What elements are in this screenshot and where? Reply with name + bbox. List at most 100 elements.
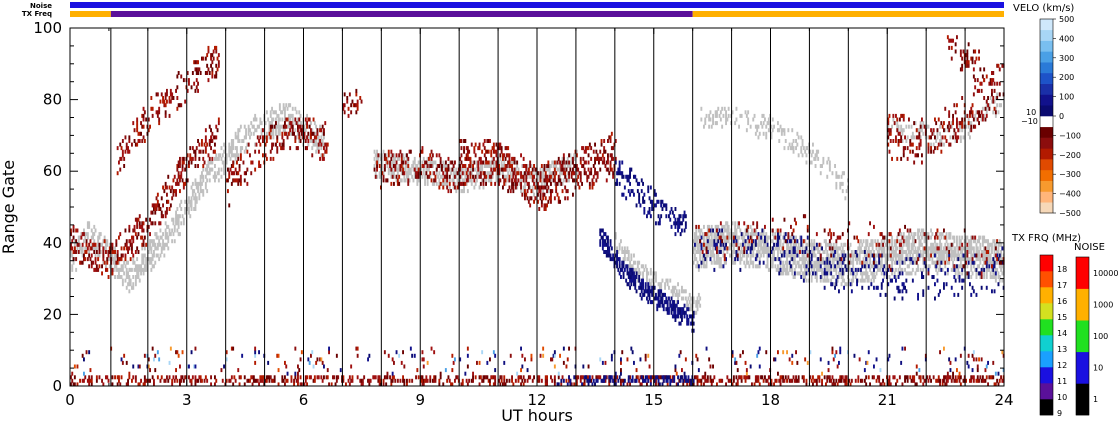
data-cell (941, 257, 944, 262)
data-cell (223, 171, 225, 176)
data-cell (312, 139, 315, 143)
data-cell (120, 267, 123, 272)
data-cell (747, 253, 750, 258)
data-cell (191, 146, 194, 151)
data-cell (487, 178, 490, 183)
data-cell (888, 242, 891, 247)
data-cell (256, 135, 259, 140)
data-cell (163, 253, 166, 258)
data-cell (102, 239, 105, 244)
data-cell (731, 242, 734, 247)
data-cell (687, 318, 690, 322)
data-cell (747, 117, 750, 122)
data-cell (381, 153, 384, 158)
data-cell (465, 178, 468, 183)
data-cell (376, 167, 378, 172)
data-cell (734, 257, 737, 262)
data-cell (802, 257, 805, 262)
data-cell (396, 178, 399, 183)
data-cell (697, 246, 700, 251)
data-cell (744, 228, 747, 233)
data-cell (238, 164, 241, 168)
data-cell (767, 250, 770, 254)
data-cell (710, 239, 713, 244)
data-cell (918, 239, 921, 244)
data-cell (444, 174, 447, 179)
data-cell (866, 242, 869, 247)
data-cell (970, 246, 973, 251)
data-cell (511, 164, 513, 168)
data-cell (618, 164, 621, 168)
data-cell (383, 164, 386, 168)
data-cell (395, 167, 398, 172)
data-cell (444, 178, 447, 183)
data-cell (128, 135, 131, 140)
data-cell (123, 164, 126, 168)
data-cell (254, 142, 257, 147)
data-cell (444, 181, 447, 186)
data-cell (217, 63, 220, 68)
data-cell (560, 167, 563, 172)
data-cell (491, 160, 494, 165)
data-cell (644, 285, 647, 290)
data-cell (598, 156, 600, 161)
data-cell (186, 178, 189, 183)
data-cell (176, 207, 179, 211)
data-cell (548, 178, 551, 183)
data-cell (214, 156, 216, 161)
data-cell (839, 185, 842, 190)
data-cell (914, 257, 917, 262)
data-cell (435, 171, 438, 176)
data-cell (546, 189, 548, 194)
data-cell (932, 131, 935, 136)
data-cell (306, 124, 308, 129)
data-cell (865, 260, 868, 265)
data-cell (143, 235, 146, 240)
data-cell (861, 278, 864, 283)
data-cell (189, 199, 192, 204)
data-cell (806, 146, 809, 151)
data-cell (83, 257, 85, 262)
data-cell (898, 246, 901, 251)
data-cell (373, 167, 376, 172)
data-cell (940, 139, 943, 143)
data-cell (981, 250, 984, 254)
data-cell (861, 242, 864, 247)
data-cell (681, 289, 683, 294)
data-cell (504, 178, 507, 183)
data-cell (941, 232, 944, 237)
data-cell (385, 160, 388, 165)
data-cell (757, 235, 760, 240)
data-cell (716, 110, 718, 115)
data-cell (247, 142, 250, 147)
data-cell (828, 160, 831, 165)
data-cell (428, 156, 430, 161)
data-cell (463, 189, 465, 194)
data-cell (900, 239, 903, 244)
data-cell (550, 171, 552, 176)
data-cell (428, 167, 430, 172)
data-cell (173, 239, 176, 244)
data-cell (489, 139, 491, 143)
data-cell (526, 181, 529, 186)
data-cell (486, 164, 489, 168)
data-cell (790, 257, 792, 262)
data-cell (147, 128, 150, 133)
data-cell (282, 106, 285, 111)
data-cell (865, 242, 868, 247)
data-cell (625, 250, 628, 254)
data-cell (431, 164, 434, 168)
data-cell (282, 103, 285, 108)
data-cell (155, 207, 158, 211)
data-cell (190, 85, 193, 90)
data-cell (258, 139, 260, 143)
data-cell (168, 232, 171, 237)
data-cell (601, 235, 604, 240)
data-cell (142, 242, 145, 247)
data-cell (596, 174, 599, 179)
data-cell (704, 117, 707, 122)
data-cell (687, 321, 690, 326)
data-cell (477, 146, 480, 151)
data-cell (155, 203, 158, 208)
data-cell (498, 146, 500, 151)
